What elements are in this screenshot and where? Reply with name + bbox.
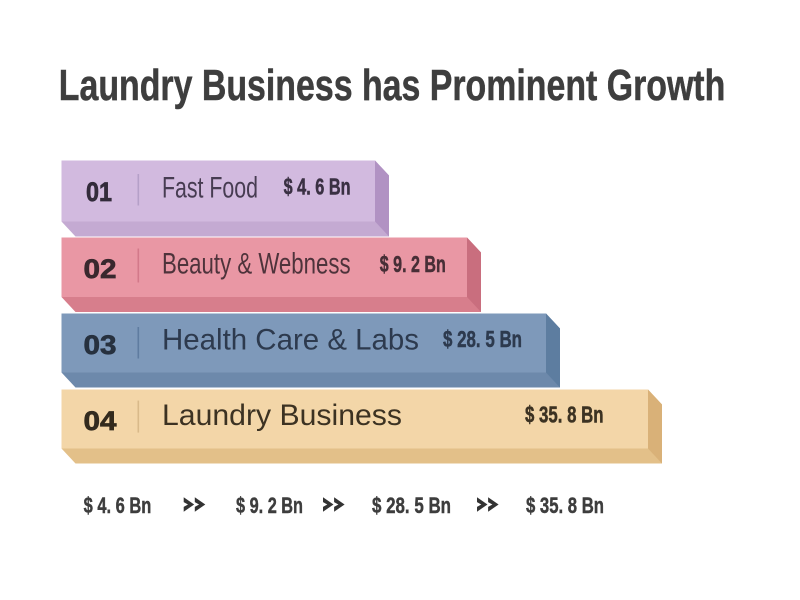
svg-text:$ 35. 8 Bn: $ 35. 8 Bn [526,493,604,518]
svg-text:Laundry Business has Prominent: Laundry Business has Prominent Growth [59,61,726,110]
svg-text:Fast Food: Fast Food [162,172,258,205]
svg-text:Health Care & Labs: Health Care & Labs [162,324,419,357]
svg-text:$ 9. 2 Bn: $ 9. 2 Bn [236,493,303,518]
svg-text:Laundry Business: Laundry Business [162,399,402,432]
svg-text:04: 04 [84,406,117,436]
svg-text:01: 01 [86,177,112,207]
svg-text:$ 35. 8 Bn: $ 35. 8 Bn [525,402,604,428]
svg-text:Beauty & Webness: Beauty & Webness [162,248,351,281]
svg-text:$ 4. 6 Bn: $ 4. 6 Bn [84,493,152,518]
svg-text:$ 4. 6 Bn: $ 4. 6 Bn [284,173,351,199]
svg-text:$ 28. 5 Bn: $ 28. 5 Bn [372,493,451,518]
svg-text:03: 03 [84,330,117,360]
svg-text:$ 28. 5 Bn: $ 28. 5 Bn [443,326,522,352]
svg-text:$ 9. 2 Bn: $ 9. 2 Bn [380,251,446,277]
svg-text:02: 02 [84,254,117,284]
